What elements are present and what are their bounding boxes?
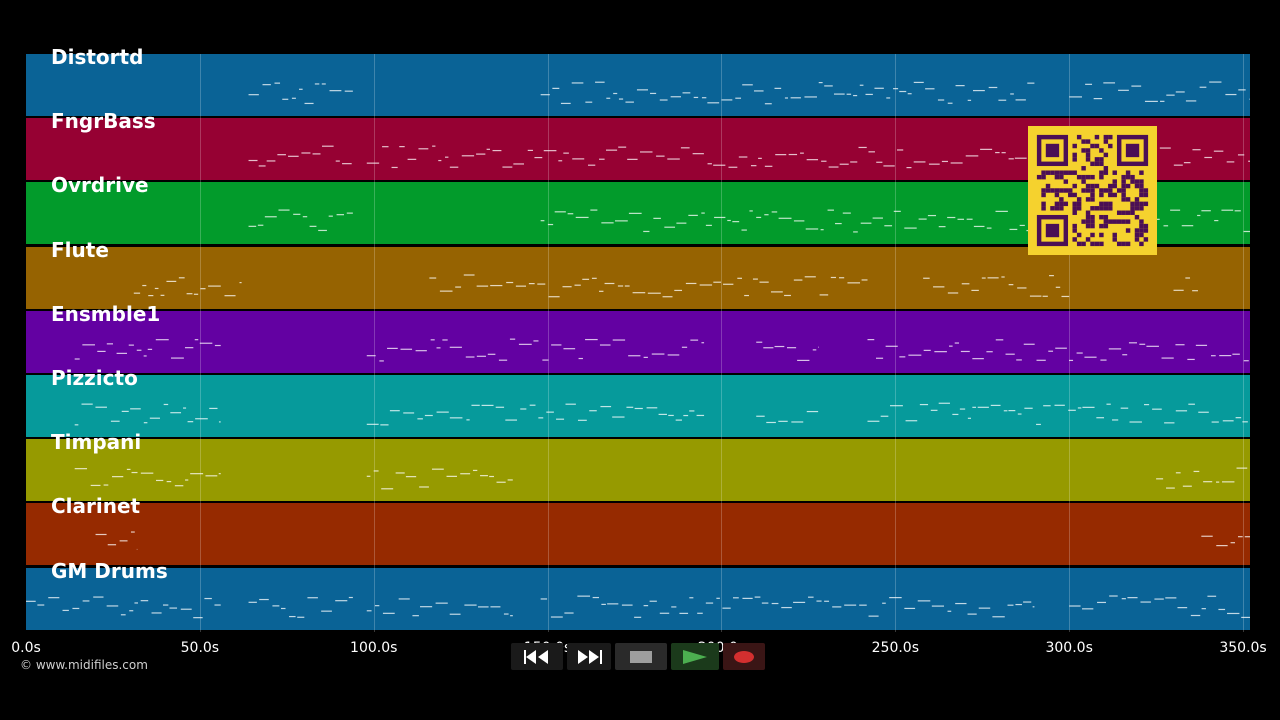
fast-forward-button[interactable] — [567, 643, 611, 670]
track-notes — [74, 467, 1248, 490]
axis-tick-label: 250.0s — [871, 640, 919, 656]
track-label: FngrBass — [51, 109, 156, 134]
gridline — [547, 54, 549, 632]
track-notes — [248, 145, 1250, 169]
track-label: Ovrdrive — [51, 173, 149, 198]
track-flute: Flute — [26, 238, 1250, 311]
record-button[interactable] — [723, 643, 765, 670]
qr-code-icon[interactable] — [1028, 126, 1157, 255]
rewind-button[interactable] — [511, 643, 563, 670]
gridline — [721, 54, 723, 632]
track-notes — [133, 273, 1202, 297]
gridline — [1243, 54, 1245, 632]
track-notes — [74, 338, 1250, 362]
track-timpani: Timpani — [26, 430, 1250, 504]
axis-tick-label: 50.0s — [180, 640, 220, 656]
track-label: Timpani — [51, 430, 142, 455]
fast-forward-icon — [578, 649, 602, 664]
track-label: Clarinet — [51, 494, 141, 519]
gridline — [1069, 54, 1071, 632]
gridline — [199, 54, 201, 632]
track-notes — [74, 402, 1248, 426]
axis-tick-label: 350.0s — [1219, 640, 1267, 656]
record-icon — [734, 650, 754, 663]
track-pizzicto: Pizzicto — [26, 366, 1250, 439]
axis-tick-label: 300.0s — [1045, 640, 1093, 656]
track-clarinet: Clarinet — [26, 494, 1250, 568]
track-label: Pizzicto — [51, 366, 138, 390]
track-label: Flute — [51, 237, 109, 262]
track-label: Ensmble1 — [51, 301, 161, 326]
track-label: Distortd — [51, 45, 144, 69]
gridline — [373, 54, 375, 632]
play-button[interactable] — [671, 643, 719, 670]
stop-button[interactable] — [615, 643, 667, 670]
gridline — [895, 54, 897, 632]
play-icon — [683, 649, 707, 664]
transport-controls — [511, 643, 765, 670]
track-notes — [248, 81, 1250, 105]
axis-tick-label: 100.0s — [350, 640, 398, 656]
track-notes — [95, 531, 1250, 551]
track-gm-drums: GM Drums — [26, 559, 1250, 632]
rewind-icon — [524, 649, 548, 664]
copyright-text: © www.midifiles.com — [20, 658, 148, 672]
axis-tick-label: 0.0s — [11, 640, 41, 656]
track-notes — [26, 595, 1250, 618]
stop-icon — [630, 650, 652, 663]
track-ensmble1: Ensmble1 — [26, 302, 1250, 375]
track-label: GM Drums — [51, 558, 168, 583]
track-distortd: Distortd — [26, 45, 1250, 118]
